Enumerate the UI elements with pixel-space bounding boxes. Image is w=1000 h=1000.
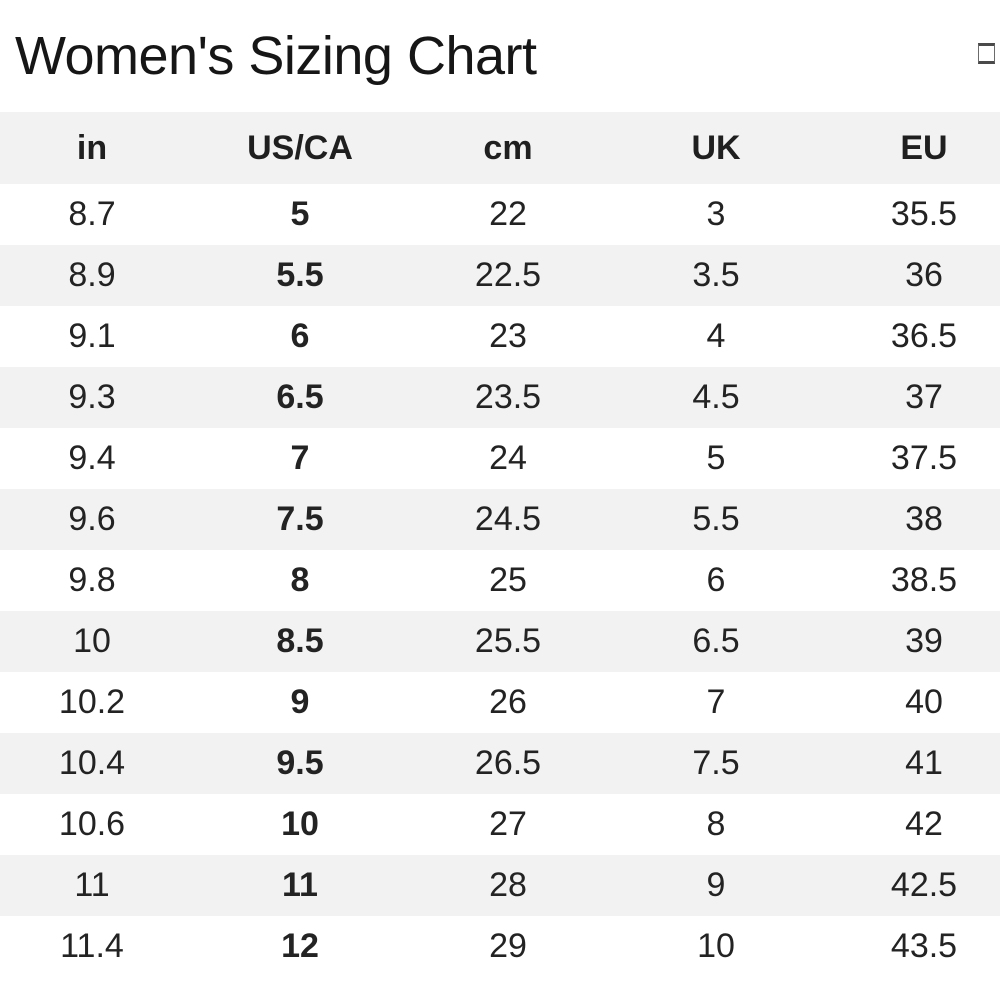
table-row: 10.2 9 26 7 40	[0, 672, 1000, 733]
table-cell: 40	[905, 683, 943, 721]
column-header-usca: US/CA	[196, 112, 404, 184]
table-row: 9.8 8 25 6 38.5	[0, 550, 1000, 611]
table-cell: 42.5	[890, 866, 958, 904]
table-cell: 10	[281, 805, 319, 843]
table-cell: 12	[281, 927, 319, 965]
table-cell: 27	[489, 805, 527, 843]
table-cell: 36	[905, 256, 943, 294]
table-cell: 39	[905, 622, 943, 660]
table-cell: 3	[706, 195, 726, 233]
table-cell: 10.6	[58, 805, 126, 843]
table-cell: 8	[290, 561, 310, 599]
table-cell: 24	[489, 439, 527, 477]
table-cell: 8	[706, 805, 726, 843]
table-cell: 37.5	[890, 439, 958, 477]
table-row: 8.9 5.5 22.5 3.5 36	[0, 245, 1000, 306]
table-row: 8.7 5 22 3 35.5	[0, 184, 1000, 245]
table-cell: 35.5	[890, 195, 958, 233]
table-cell: 10.2	[58, 683, 126, 721]
table-cell: 6	[706, 561, 726, 599]
table-cell: 6.5	[692, 622, 740, 660]
table-cell: 9.1	[68, 317, 116, 355]
table-cell: 23	[489, 317, 527, 355]
size-table-header: in US/CA cm UK EU	[0, 112, 1000, 184]
table-cell: 10.4	[58, 744, 126, 782]
table-cell: 7	[290, 439, 310, 477]
column-header-eu: EU	[820, 112, 1000, 184]
table-cell: 42	[905, 805, 943, 843]
table-cell: 9.6	[68, 500, 116, 538]
image-placeholder-icon	[978, 43, 995, 64]
table-cell: 5.5	[276, 256, 324, 294]
size-table-container: in US/CA cm UK EU 8.7 5 22 3 35.5 8.9 5.5 22.5 3…	[0, 112, 1000, 977]
table-row: 11 11 28 9 42.5	[0, 855, 1000, 916]
table-cell: 8.5	[276, 622, 324, 660]
table-cell: 5	[290, 195, 310, 233]
table-cell: 8.7	[68, 195, 116, 233]
table-cell: 11	[74, 866, 110, 904]
table-cell: 8.9	[68, 256, 116, 294]
page-title: Women's Sizing Chart	[15, 26, 537, 86]
table-cell: 6.5	[276, 378, 324, 416]
column-header-uk: UK	[612, 112, 820, 184]
table-cell: 25.5	[474, 622, 542, 660]
table-cell: 10	[73, 622, 111, 660]
table-row: 9.3 6.5 23.5 4.5 37	[0, 367, 1000, 428]
table-cell: 7	[706, 683, 726, 721]
table-cell: 28	[489, 866, 527, 904]
table-cell: 23.5	[474, 378, 542, 416]
table-cell: 29	[489, 927, 527, 965]
table-cell: 6	[290, 317, 310, 355]
table-cell: 5.5	[692, 500, 740, 538]
table-cell: 7.5	[276, 500, 324, 538]
table-row: 9.4 7 24 5 37.5	[0, 428, 1000, 489]
table-cell: 25	[489, 561, 527, 599]
table-cell: 9.4	[68, 439, 116, 477]
table-cell: 9	[706, 866, 726, 904]
table-cell: 9.3	[68, 378, 116, 416]
table-row: 10 8.5 25.5 6.5 39	[0, 611, 1000, 672]
table-cell: 36.5	[890, 317, 958, 355]
table-row: 10.6 10 27 8 42	[0, 794, 1000, 855]
table-cell: 22	[489, 195, 527, 233]
header-row: in US/CA cm UK EU	[0, 112, 1000, 184]
table-cell: 7.5	[692, 744, 740, 782]
table-cell: 5	[706, 439, 726, 477]
table-cell: 24.5	[474, 500, 542, 538]
table-cell: 11.4	[60, 927, 124, 965]
column-header-in: in	[0, 112, 196, 184]
column-header-cm: cm	[404, 112, 612, 184]
table-cell: 41	[905, 744, 943, 782]
table-row: 9.1 6 23 4 36.5	[0, 306, 1000, 367]
table-body: 8.7 5 22 3 35.5 8.9 5.5 22.5 3.5 36 9.1 6 23 4 36.5 9.3…	[0, 184, 1000, 977]
table-cell: 26	[489, 683, 527, 721]
table-cell: 9.8	[68, 561, 116, 599]
table-cell: 43.5	[890, 927, 958, 965]
table-cell: 10	[697, 927, 735, 965]
table-row: 9.6 7.5 24.5 5.5 38	[0, 489, 1000, 550]
title-bar: Women's Sizing Chart	[0, 0, 1000, 112]
table-cell: 9	[290, 683, 310, 721]
table-cell: 4	[706, 317, 726, 355]
table-cell: 26.5	[474, 744, 542, 782]
table-cell: 37	[905, 378, 943, 416]
table-cell: 4.5	[692, 378, 740, 416]
table-row: 11.4 12 29 10 43.5	[0, 916, 1000, 977]
table-cell: 3.5	[692, 256, 740, 294]
table-cell: 22.5	[474, 256, 542, 294]
table-cell: 11	[282, 866, 318, 904]
table-row: 10.4 9.5 26.5 7.5 41	[0, 733, 1000, 794]
size-table: in US/CA cm UK EU 8.7 5 22 3 35.5 8.9 5.5 22.5 3…	[0, 112, 1000, 977]
table-cell: 9.5	[276, 744, 324, 782]
table-cell: 38.5	[890, 561, 958, 599]
table-cell: 38	[905, 500, 943, 538]
